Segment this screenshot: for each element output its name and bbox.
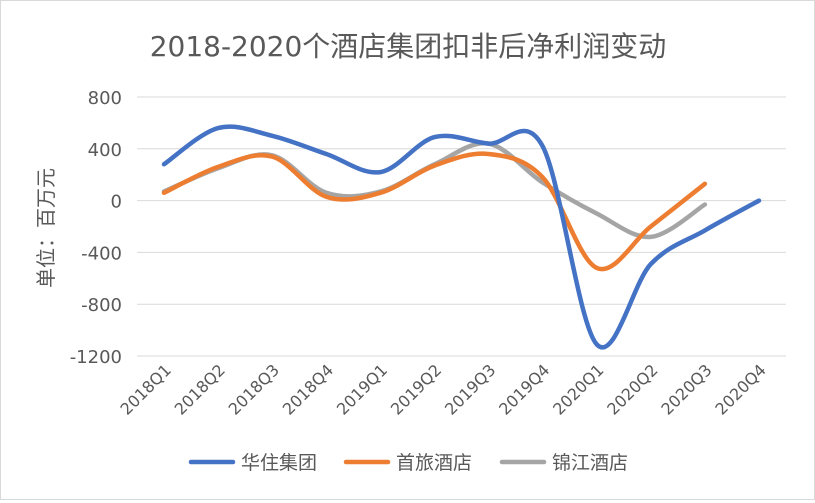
y-tick-label: -800 (81, 295, 122, 316)
x-tick-label: 2020Q2 (603, 360, 661, 418)
y-tick-label: 0 (111, 192, 122, 213)
y-tick-label: 400 (88, 140, 122, 161)
y-tick-label: -400 (81, 243, 122, 264)
x-tick-label: 2019Q4 (495, 360, 553, 418)
legend: 华住集团 首旅酒店 锦江酒店 (188, 452, 628, 474)
gridlines (137, 96, 786, 357)
x-tick-label: 2018Q1 (117, 360, 175, 418)
x-tick-label: 2019Q3 (441, 360, 499, 418)
series-line-1 (161, 151, 708, 272)
x-tick-label: 2018Q3 (225, 360, 283, 418)
x-tick-label: 2020Q1 (549, 360, 607, 418)
x-tick-label: 2018Q2 (171, 360, 229, 418)
chart-title: 2018-2020个酒店集团扣非后净利润变动 (150, 30, 667, 63)
x-axis-ticks: 2018Q12018Q22018Q32018Q42019Q12019Q22019… (117, 360, 770, 418)
series-lines (161, 124, 762, 350)
x-tick-label: 2019Q2 (387, 360, 445, 418)
legend-label: 首旅酒店 (396, 452, 472, 474)
y-axis-label: 单位：百万元 (34, 168, 58, 288)
legend-label: 锦江酒店 (552, 452, 628, 474)
x-tick-label: 2020Q4 (711, 360, 769, 418)
legend-label: 华住集团 (241, 452, 317, 474)
x-tick-label: 2019Q1 (333, 360, 391, 418)
y-axis-ticks: 800 400 0 -400 -800 -1200 (70, 88, 122, 368)
series-line-0 (161, 124, 762, 350)
y-tick-label: 800 (88, 88, 122, 109)
x-tick-label: 2020Q3 (657, 360, 715, 418)
y-tick-label: -1200 (70, 347, 122, 368)
x-tick-label: 2018Q4 (279, 360, 337, 418)
